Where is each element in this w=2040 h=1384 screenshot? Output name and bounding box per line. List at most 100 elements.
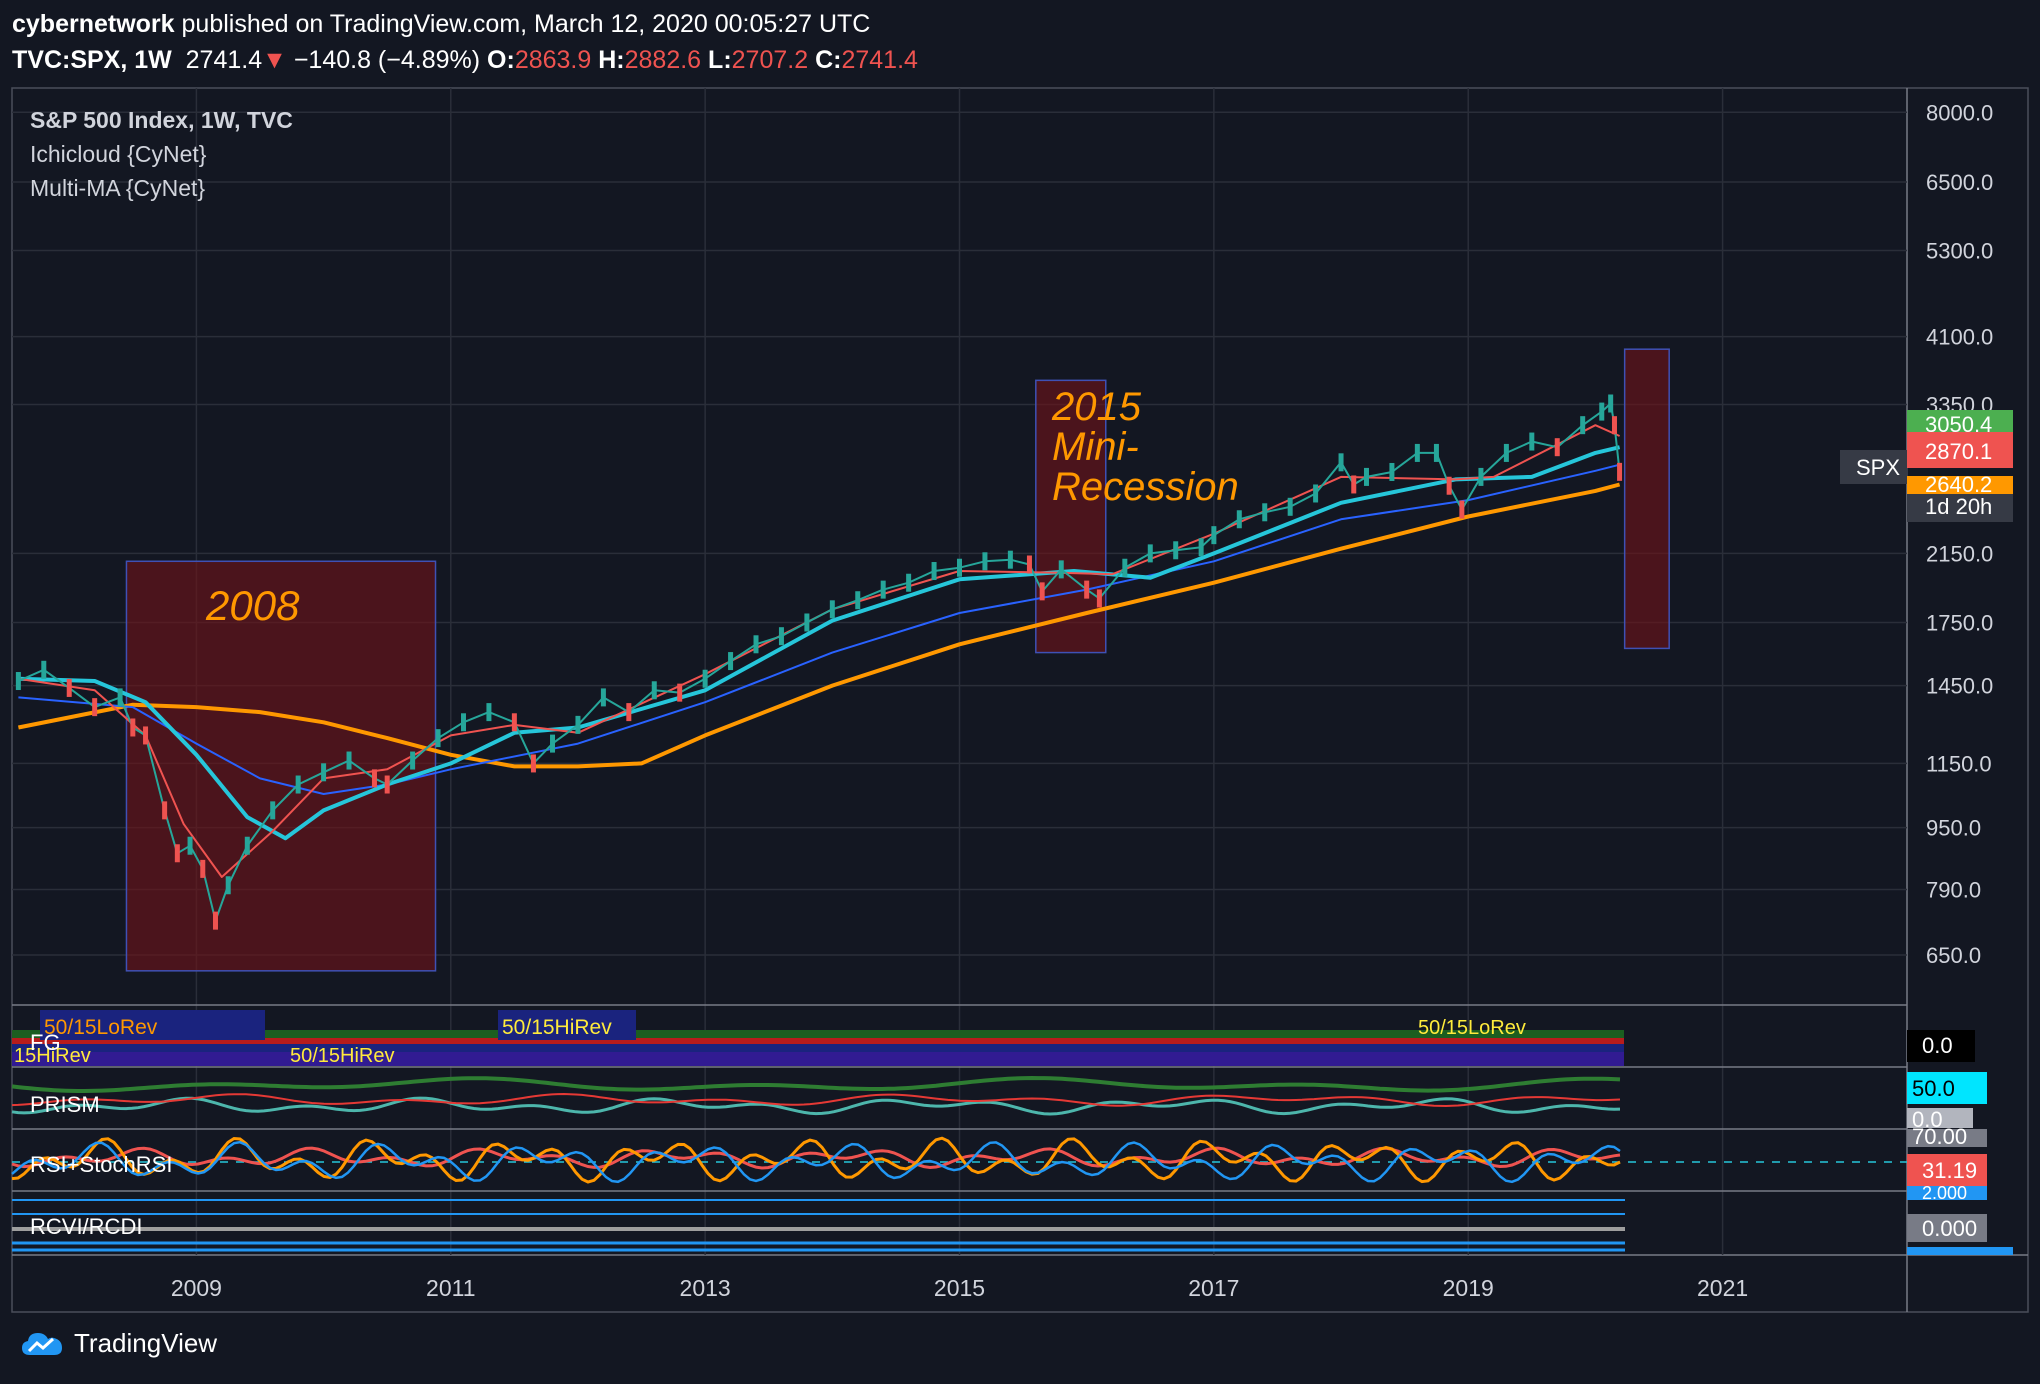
badge-red-text: 2870.1: [1925, 439, 1992, 464]
price-candle: [295, 775, 301, 794]
fg-band-blue: [12, 1044, 1624, 1052]
fg-tag-1-label: 50/15LoRev: [44, 1016, 158, 1039]
annotation-2015-line2: Mini-: [1052, 425, 1139, 469]
fg-pane: 50/15LoRev 50/15HiRev 15HiRev 50/15HiRev…: [12, 1010, 1975, 1067]
fg-band-green: [12, 1030, 1624, 1038]
price-tick-label: 6500.0: [1926, 170, 1993, 195]
price-tick-label: 950.0: [1926, 816, 1981, 841]
price-candle: [1529, 432, 1535, 451]
legend-ichicloud[interactable]: Ichicloud {CyNet}: [30, 141, 207, 167]
price-candle: [702, 669, 708, 688]
price-candle: [855, 591, 861, 610]
fg-value: 0.0: [1922, 1033, 1953, 1058]
price-candle: [829, 600, 835, 619]
prism-line-teal: [11, 1096, 1621, 1116]
series-line-spx: [17, 402, 1621, 922]
price-candle: [1262, 503, 1268, 522]
price-candle: [804, 613, 810, 632]
rcvi-pane-label: RCVI/RCDI: [30, 1214, 142, 1239]
time-tick-label: 2017: [1188, 1275, 1239, 1301]
badge-orange-text: 2640.2: [1925, 472, 1992, 497]
rcvi-blue-bar: [1907, 1247, 2013, 1255]
price-candle: [162, 801, 168, 820]
time-tick-label: 2011: [426, 1275, 475, 1301]
annotations: 2008 2015 Mini- Recession: [205, 385, 1239, 629]
symbol-tag-bg: [1840, 450, 1908, 484]
highlight-boxes: [125, 348, 1670, 972]
price-candle: [486, 703, 492, 722]
price-candle: [1351, 475, 1357, 494]
prism-value: 50.0: [1912, 1076, 1955, 1101]
publish-header: cybernetwork published on TradingView.co…: [12, 6, 918, 78]
price-candle: [1611, 416, 1617, 435]
price-candle: [1389, 462, 1395, 481]
price-candle: [778, 627, 784, 646]
highlight-box: [1623, 348, 1670, 650]
price-candle: [1122, 558, 1128, 577]
legend-multima[interactable]: Multi-MA {CyNet}: [30, 175, 205, 201]
price-candle: [1580, 416, 1586, 435]
fg-tag-4-label: 50/15HiRev: [290, 1045, 395, 1067]
price-tick-label: 5300.0: [1926, 238, 1993, 263]
price-candle: [346, 751, 352, 770]
price-candle: [435, 729, 441, 748]
price-candle: [1414, 443, 1420, 462]
price-candle: [931, 562, 937, 581]
price-candle: [1173, 541, 1179, 560]
price-candle: [651, 681, 657, 700]
publish-info: published on TradingView.com, March 12, …: [174, 10, 871, 38]
price-candle: [1058, 560, 1064, 579]
fg-pane-label: FG: [30, 1030, 61, 1055]
price-tick-label: 1450.0: [1926, 674, 1993, 699]
price-change: −140.8 (−4.89%): [293, 46, 481, 74]
price-candle: [1433, 443, 1439, 462]
fg-tag-3-label: 15HiRev: [14, 1045, 91, 1067]
time-axis[interactable]: 2009 2011 2013 2015 2017 2019 2021: [171, 1275, 1748, 1301]
price-candle: [1478, 467, 1484, 486]
price-candle: [677, 683, 683, 702]
price-candle: [1287, 497, 1293, 516]
high-label: H:: [598, 46, 625, 74]
price-candle: [15, 672, 21, 691]
high-value: 2882.6: [624, 46, 702, 74]
ohlc-line: TVC:SPX, 1W 2741.4▼ −140.8 (−4.89%) O:28…: [12, 42, 918, 78]
time-tick-label: 2019: [1443, 1275, 1494, 1301]
price-candle: [1198, 538, 1204, 557]
price-candle: [1039, 582, 1045, 601]
series-line-ma-fast: [18, 424, 1621, 878]
fg-band-red: [12, 1038, 1624, 1044]
time-tick-label: 2021: [1697, 1275, 1748, 1301]
price-candle: [550, 734, 556, 753]
price-candle: [511, 713, 517, 732]
chart-legend: S&P 500 Index, 1W, TVC Ichicloud {CyNet}…: [30, 107, 293, 201]
price-candle: [1338, 453, 1344, 472]
tradingview-logo-icon[interactable]: [20, 1329, 64, 1359]
close-label: C:: [815, 46, 842, 74]
price-candle: [66, 678, 72, 697]
price-candle: [600, 688, 606, 707]
price-candle: [371, 769, 377, 788]
price-candle: [1503, 443, 1509, 462]
author-name[interactable]: cybernetwork: [12, 10, 175, 38]
price-candle: [906, 573, 912, 592]
price-candle: [321, 763, 327, 782]
price-tick-label: 1150.0: [1926, 751, 1992, 776]
fg-tag-5-label: 50/15LoRev: [1418, 1017, 1526, 1039]
price-axis[interactable]: 8000.06500.05300.04100.03350.02150.01750…: [1926, 100, 1993, 968]
prism-pane: PRISM 50.0 0.0: [11, 1072, 1987, 1132]
price-candle: [1236, 510, 1242, 529]
price-candle: [410, 751, 416, 770]
price-candle: [1313, 484, 1319, 503]
rsi-lower: 2.000: [1922, 1183, 1967, 1203]
price-candle: [1096, 589, 1102, 608]
price-tick-label: 650.0: [1926, 943, 1981, 968]
price-series: [15, 394, 1623, 930]
badge-green: [1907, 410, 2013, 432]
annotation-2015-line3: Recession: [1052, 465, 1239, 509]
footer-brand[interactable]: TradingView: [74, 1328, 218, 1358]
open-value: 2863.9: [514, 46, 592, 74]
price-candle: [92, 698, 98, 717]
fg-tag-1: [40, 1010, 265, 1040]
price-candle: [626, 703, 632, 722]
